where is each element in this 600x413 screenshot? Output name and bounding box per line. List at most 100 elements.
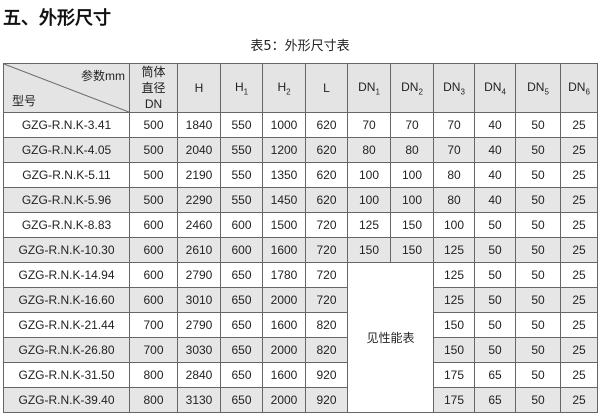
model-cell: GZG-R.N.K-3.41 xyxy=(3,112,130,138)
column-header: L xyxy=(305,63,348,113)
value-cell: 70 xyxy=(433,112,475,138)
table-row: GZG-R.N.K-31.50 800 2840 650 1600 920 175 65 50 2… xyxy=(3,362,598,388)
value-cell: 80 xyxy=(433,187,475,213)
value-cell: 1840 xyxy=(177,112,221,138)
value-cell: 25 xyxy=(560,312,598,338)
table-row: GZG-R.N.K-16.60 600 3010 650 2000 720 125 50 50 2… xyxy=(3,287,598,313)
column-header: DN1 xyxy=(347,63,391,113)
value-cell: 80 xyxy=(433,162,475,188)
value-cell: 100 xyxy=(390,187,434,213)
value-cell: 650 xyxy=(220,362,263,388)
value-cell: 820 xyxy=(305,312,348,338)
table-row: GZG-R.N.K-5.11 500 2190 550 1350 620 100 100 80 4… xyxy=(3,162,598,188)
value-cell: 40 xyxy=(474,112,516,138)
value-cell: 25 xyxy=(560,187,598,213)
value-cell: 40 xyxy=(474,162,516,188)
value-cell: 25 xyxy=(560,287,598,313)
value-cell: 820 xyxy=(305,337,348,363)
value-cell: 2290 xyxy=(177,187,221,213)
value-cell: 70 xyxy=(347,112,391,138)
value-cell: 650 xyxy=(220,337,263,363)
model-cell: GZG-R.N.K-10.30 xyxy=(3,237,130,263)
value-cell: 650 xyxy=(220,312,263,338)
value-cell: 80 xyxy=(347,137,391,163)
value-cell: 100 xyxy=(347,187,391,213)
value-cell: 500 xyxy=(129,137,178,163)
model-cell: GZG-R.N.K-26.80 xyxy=(3,337,130,363)
column-header: DN4 xyxy=(474,63,516,113)
value-cell: 1500 xyxy=(262,212,306,238)
value-cell: 150 xyxy=(347,237,391,263)
column-header-subscript: 2 xyxy=(286,87,291,97)
value-cell: 600 xyxy=(129,287,178,313)
value-cell: 50 xyxy=(515,312,561,338)
value-cell: 1600 xyxy=(262,362,306,388)
table-row: GZG-R.N.K-4.05 500 2040 550 1200 620 80 80 70 40 5… xyxy=(3,137,598,163)
value-cell: 70 xyxy=(390,112,434,138)
model-cell: GZG-R.N.K-31.50 xyxy=(3,362,130,388)
value-cell: 650 xyxy=(220,387,263,413)
value-cell: 1600 xyxy=(262,237,306,263)
value-cell: 50 xyxy=(515,162,561,188)
value-cell: 25 xyxy=(560,137,598,163)
value-cell: 25 xyxy=(560,162,598,188)
value-cell: 3030 xyxy=(177,337,221,363)
value-cell: 50 xyxy=(515,237,561,263)
value-cell: 700 xyxy=(129,312,178,338)
value-cell: 2190 xyxy=(177,162,221,188)
value-cell: 150 xyxy=(390,212,434,238)
value-cell: 50 xyxy=(515,287,561,313)
value-cell: 70 xyxy=(433,137,475,163)
value-cell: 720 xyxy=(305,212,348,238)
value-cell: 550 xyxy=(220,187,263,213)
value-cell: 2790 xyxy=(177,312,221,338)
value-cell: 550 xyxy=(220,112,263,138)
value-cell: 620 xyxy=(305,162,348,188)
column-header-text: DN xyxy=(358,79,376,94)
merged-note-cell: 见性能表 xyxy=(347,262,434,413)
value-cell: 150 xyxy=(433,312,475,338)
value-cell: 50 xyxy=(515,187,561,213)
value-cell: 150 xyxy=(390,237,434,263)
column-header: DN3 xyxy=(433,63,475,113)
value-cell: 600 xyxy=(220,237,263,263)
value-cell: 50 xyxy=(474,237,516,263)
value-cell: 650 xyxy=(220,262,263,288)
value-cell: 1000 xyxy=(262,112,306,138)
value-cell: 125 xyxy=(433,287,475,313)
column-header-subscript: 5 xyxy=(544,87,549,97)
value-cell: 1780 xyxy=(262,262,306,288)
value-cell: 2790 xyxy=(177,262,221,288)
table-row: GZG-R.N.K-5.96 500 2290 550 1450 620 100 100 80 4… xyxy=(3,187,598,213)
value-cell: 500 xyxy=(129,162,178,188)
value-cell: 600 xyxy=(129,212,178,238)
value-cell: 650 xyxy=(220,287,263,313)
column-header-subscript: 1 xyxy=(243,87,249,97)
value-cell: 100 xyxy=(433,212,475,238)
value-cell: 50 xyxy=(515,112,561,138)
column-header-subscript: 3 xyxy=(460,87,465,97)
value-cell: 25 xyxy=(560,262,598,288)
value-cell: 25 xyxy=(560,362,598,388)
value-cell: 150 xyxy=(433,337,475,363)
value-cell: 40 xyxy=(474,137,516,163)
column-header-subscript: 1 xyxy=(375,87,380,97)
value-cell: 550 xyxy=(220,137,263,163)
value-cell: 40 xyxy=(474,187,516,213)
model-cell: GZG-R.N.K-21.44 xyxy=(3,312,130,338)
value-cell: 920 xyxy=(305,362,348,388)
column-header-subscript: 4 xyxy=(501,87,506,97)
value-cell: 25 xyxy=(560,237,598,263)
column-header-text: H xyxy=(194,81,204,95)
value-cell: 80 xyxy=(390,137,434,163)
table-row: GZG-R.N.K-10.30 600 2610 600 1600 720 150 150 12… xyxy=(3,237,598,263)
corner-header: 参数mm 型号 xyxy=(3,63,130,113)
value-cell: 1450 xyxy=(262,187,306,213)
value-cell: 50 xyxy=(515,137,561,163)
value-cell: 1350 xyxy=(262,162,306,188)
column-header: 筒体直径DN xyxy=(129,63,178,113)
dimensions-table: 参数mm 型号 筒体直径DN H H1 H2 L DN1 DN2 DN3 DN4 DN5 DN6 G… xyxy=(3,63,598,413)
value-cell: 50 xyxy=(474,262,516,288)
value-cell: 2840 xyxy=(177,362,221,388)
value-cell: 800 xyxy=(129,362,178,388)
